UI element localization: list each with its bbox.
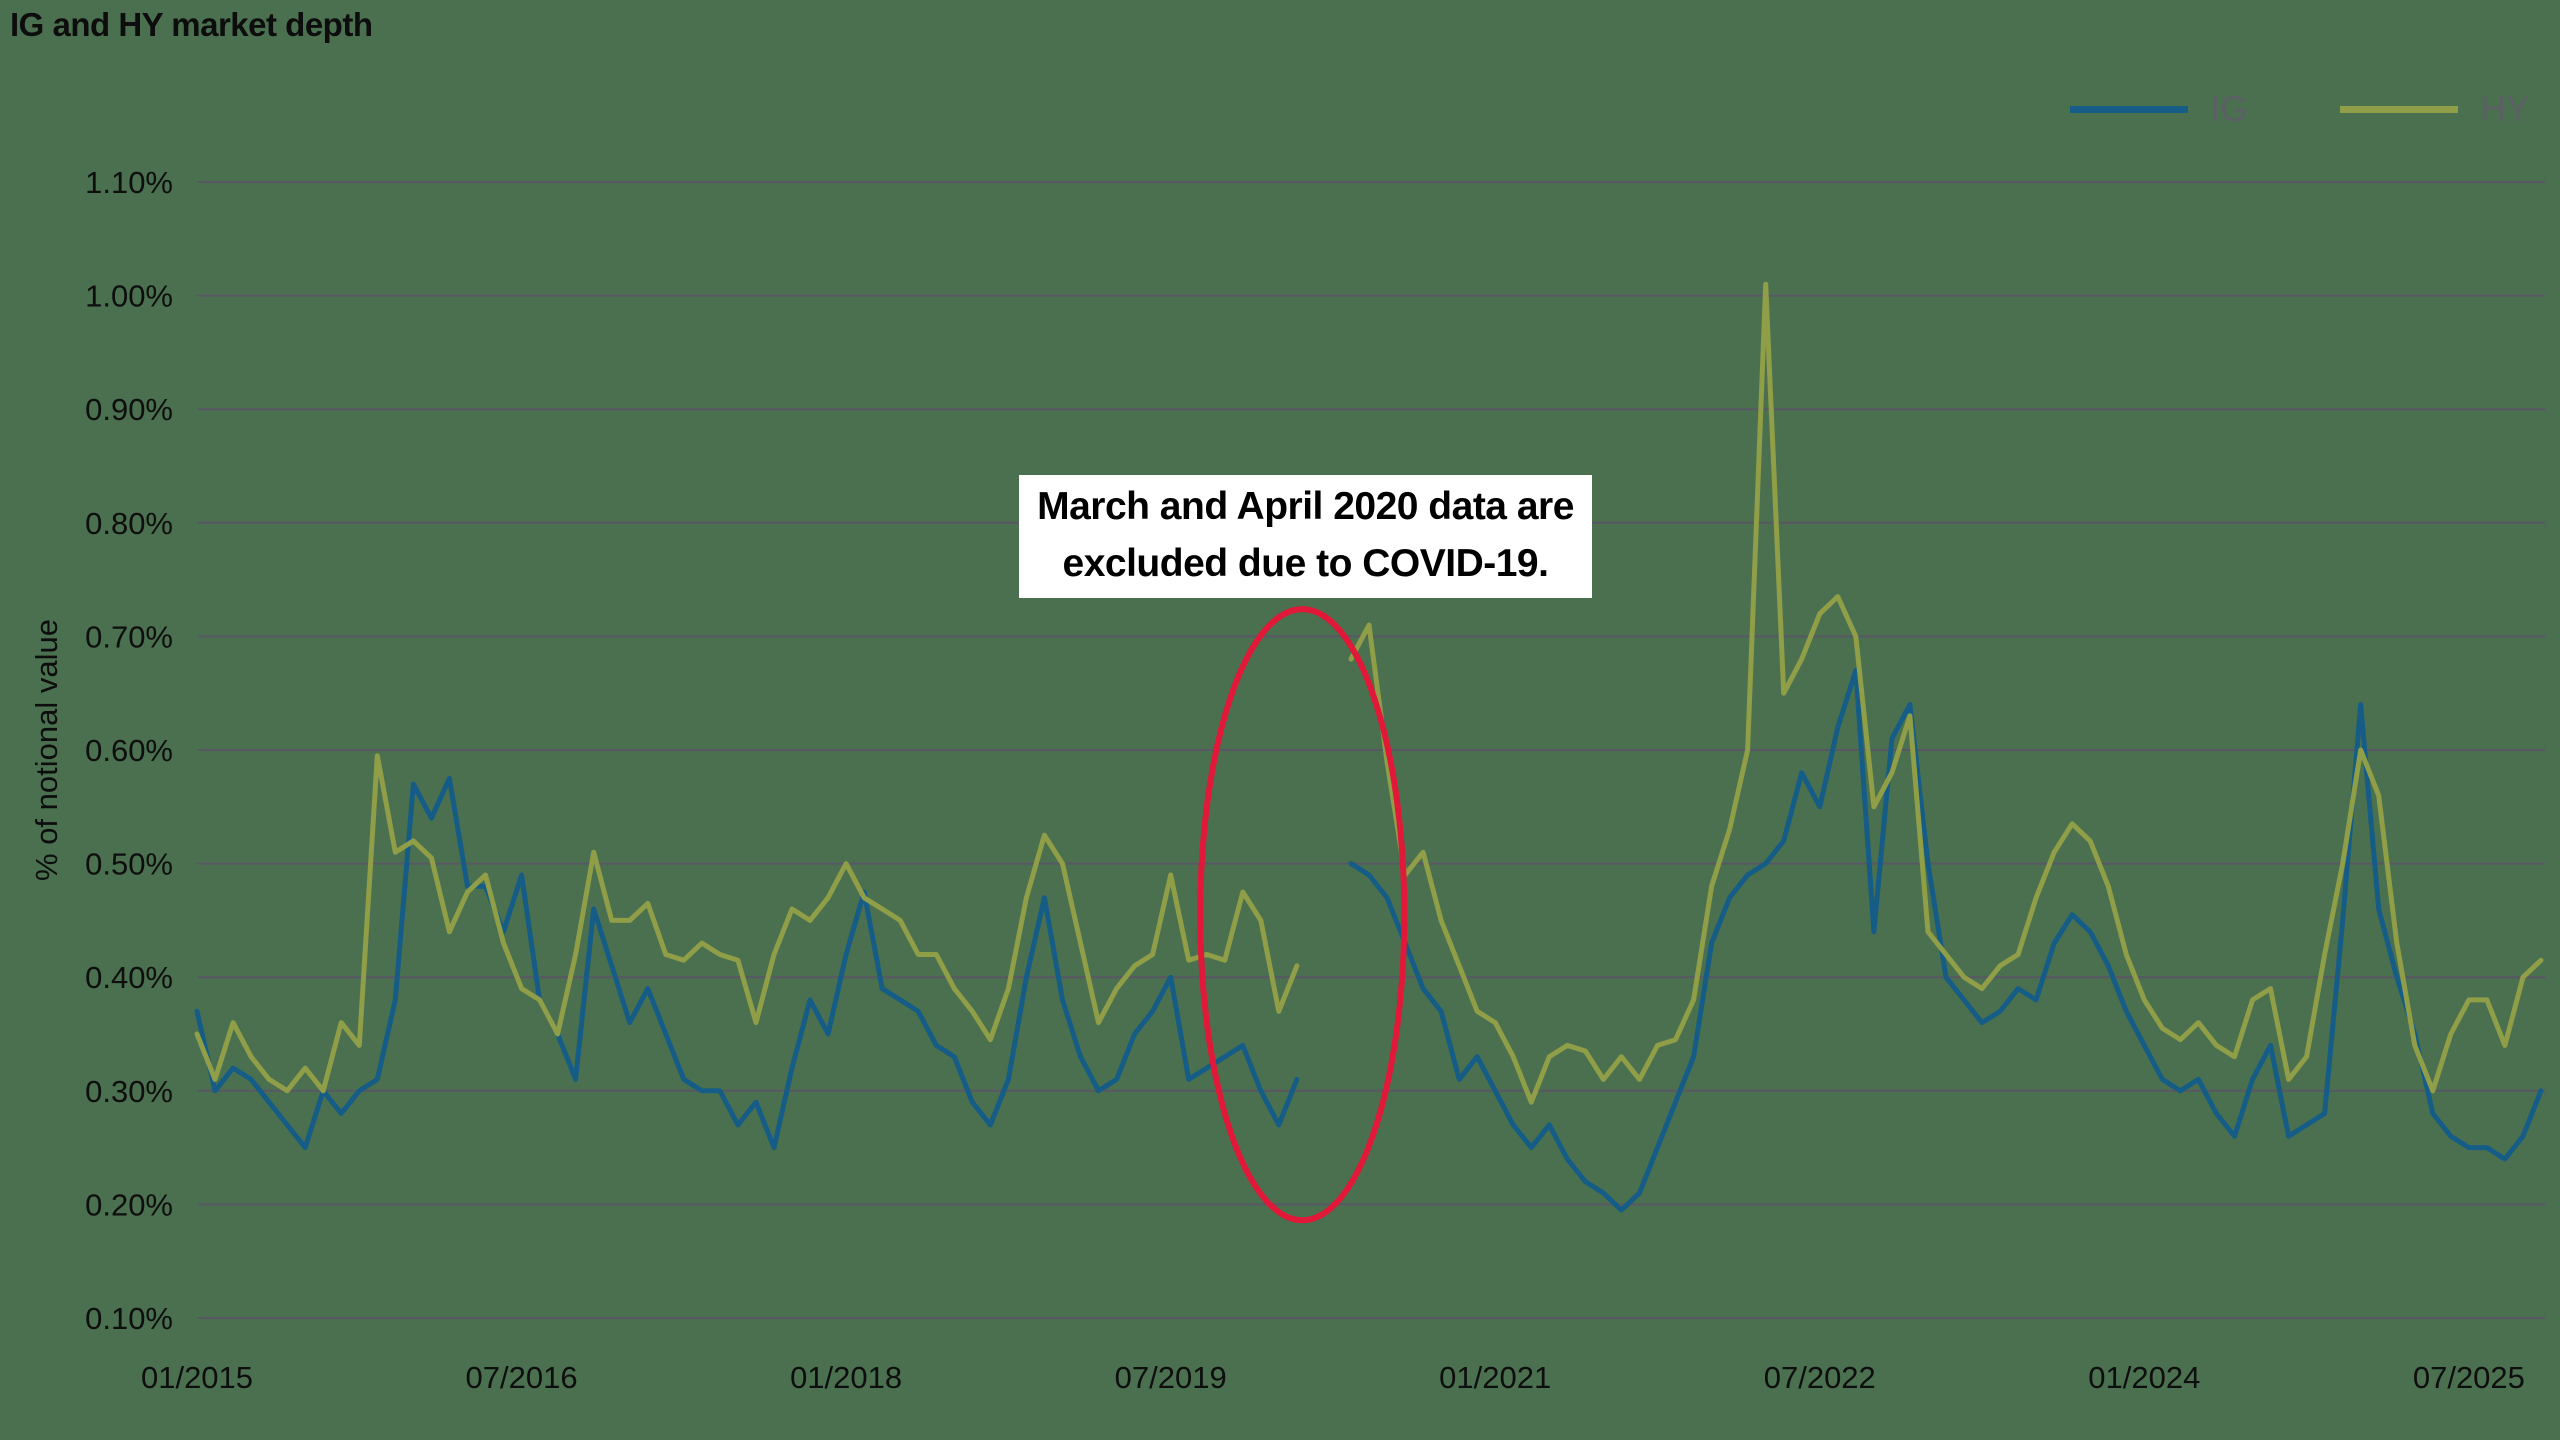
y-tick-label: 0.40% <box>85 960 173 995</box>
legend-label-hy: HY <box>2480 88 2531 129</box>
y-tick-label: 0.50% <box>85 847 173 882</box>
covid-annotation: March and April 2020 data are excluded d… <box>1019 475 1592 599</box>
y-tick-label: 0.80% <box>85 506 173 541</box>
x-tick-label: 01/2018 <box>790 1360 902 1395</box>
x-tick-label: 01/2024 <box>2088 1360 2200 1395</box>
legend: IG HY <box>2070 88 2530 130</box>
y-tick-label: 0.20% <box>85 1187 173 1222</box>
series-line-ig <box>194 668 2544 1213</box>
x-tick-label: 07/2019 <box>1115 1360 1227 1395</box>
y-tick-label: 1.00% <box>85 279 173 314</box>
legend-swatch-ig <box>2070 105 2188 113</box>
series-line-hy <box>194 281 2544 1105</box>
y-tick-label: 0.90% <box>85 392 173 427</box>
legend-swatch-hy <box>2340 105 2459 113</box>
x-tick-label: 07/2022 <box>1764 1360 1876 1395</box>
y-tick-label: 1.10% <box>85 165 173 200</box>
y-tick-label: 0.10% <box>85 1301 173 1336</box>
covid-annotation-line2: excluded due to COVID-19. <box>1062 541 1549 585</box>
x-tick-label: 01/2015 <box>141 1360 253 1395</box>
y-tick-label: 0.70% <box>85 619 173 654</box>
x-tick-label: 07/2025 <box>2413 1360 2525 1395</box>
x-tick-label: 07/2016 <box>466 1360 578 1395</box>
x-tick-label: 01/2021 <box>1439 1360 1551 1395</box>
legend-label-ig: IG <box>2210 88 2249 129</box>
y-tick-label: 0.60% <box>85 733 173 768</box>
covid-annotation-line1: March and April 2020 data are <box>1037 485 1574 528</box>
y-tick-label: 0.30% <box>85 1074 173 1109</box>
covid-ellipse <box>1197 606 1408 1224</box>
chart-title: IG and HY market depth <box>10 6 373 43</box>
